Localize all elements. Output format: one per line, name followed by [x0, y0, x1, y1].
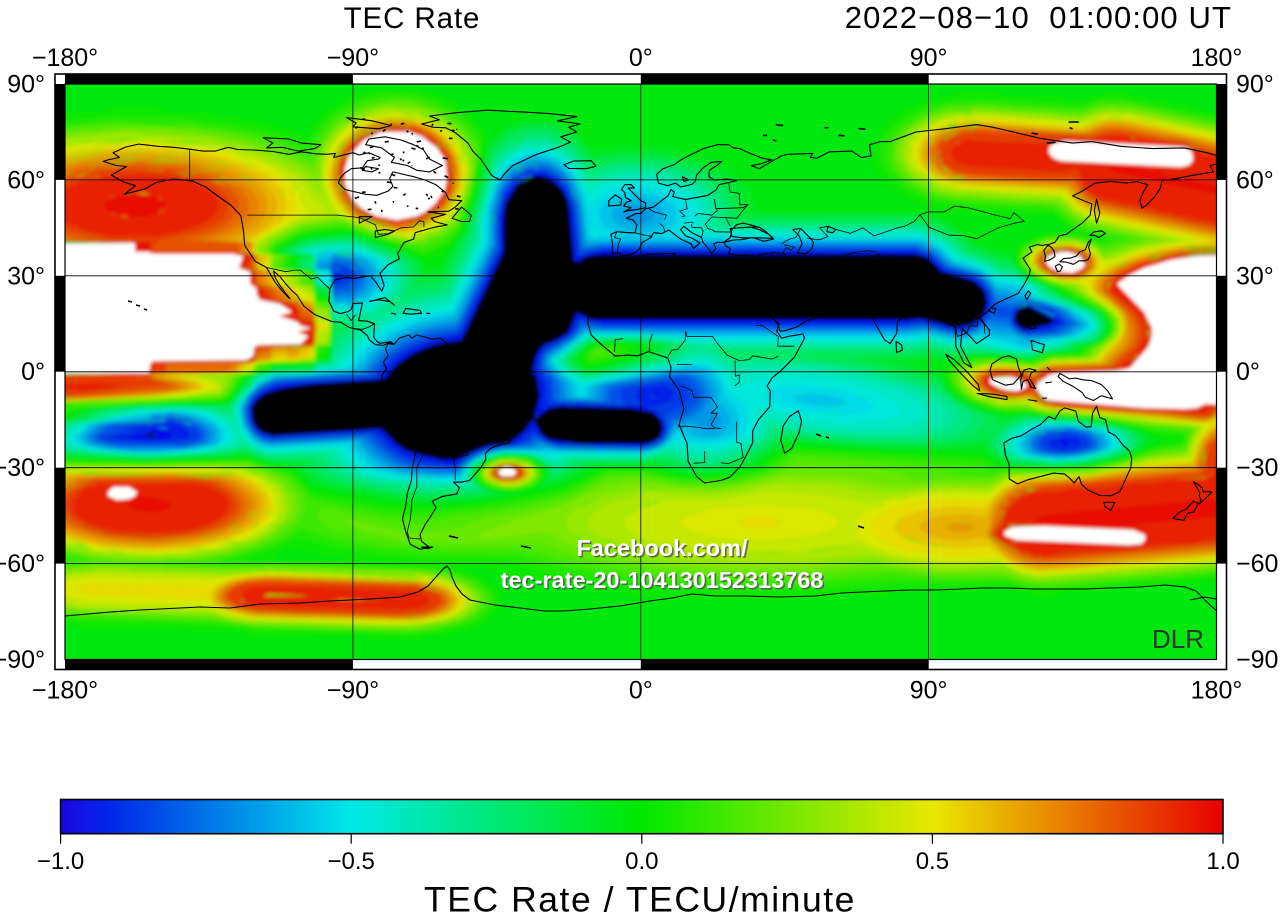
svg-text:90°: 90° — [910, 44, 948, 72]
svg-text:0°: 0° — [21, 358, 45, 386]
svg-text:90°: 90° — [1236, 71, 1274, 99]
svg-text:60°: 60° — [7, 166, 45, 194]
svg-text:90°: 90° — [910, 677, 948, 705]
svg-text:1.0: 1.0 — [1206, 848, 1239, 875]
svg-text:30°: 30° — [1236, 262, 1274, 290]
svg-text:DLR: DLR — [1152, 624, 1204, 654]
svg-text:TEC Rate: TEC Rate — [344, 2, 481, 35]
svg-text:0°: 0° — [629, 44, 653, 72]
svg-text:−30°: −30° — [0, 454, 45, 482]
svg-text:−1.0: −1.0 — [37, 848, 84, 875]
svg-text:−60°: −60° — [1236, 550, 1280, 578]
svg-text:−30°: −30° — [1236, 454, 1280, 482]
svg-text:2022−08−10 01:00:00 UT: 2022−08−10 01:00:00 UT — [845, 0, 1232, 35]
svg-text:−0.5: −0.5 — [328, 848, 375, 875]
svg-text:60°: 60° — [1236, 166, 1274, 194]
svg-text:−90°: −90° — [0, 646, 45, 674]
svg-text:tec-rate-20-104130152313768: tec-rate-20-104130152313768 — [501, 567, 824, 593]
svg-text:90°: 90° — [7, 71, 45, 99]
svg-text:−60°: −60° — [0, 550, 45, 578]
svg-text:−90°: −90° — [327, 677, 379, 705]
svg-text:0.0: 0.0 — [625, 848, 658, 875]
svg-text:−90°: −90° — [327, 44, 379, 72]
svg-text:180°: 180° — [1191, 44, 1243, 72]
svg-text:−180°: −180° — [32, 677, 98, 705]
svg-text:tec-rate-20-104130152313768: tec-rate-20-104130152313768 — [502, 569, 825, 595]
svg-text:0°: 0° — [1236, 358, 1260, 386]
svg-text:−180°: −180° — [32, 44, 98, 72]
svg-text:0.5: 0.5 — [916, 848, 949, 875]
svg-text:30°: 30° — [7, 262, 45, 290]
svg-text:TEC Rate / TECU/minute: TEC Rate / TECU/minute — [424, 880, 856, 919]
svg-text:180°: 180° — [1191, 677, 1243, 705]
svg-text:Facebook.com/: Facebook.com/ — [578, 537, 750, 563]
svg-text:−90°: −90° — [1236, 646, 1280, 674]
svg-text:Facebook.com/: Facebook.com/ — [576, 535, 748, 561]
svg-text:0°: 0° — [629, 677, 653, 705]
